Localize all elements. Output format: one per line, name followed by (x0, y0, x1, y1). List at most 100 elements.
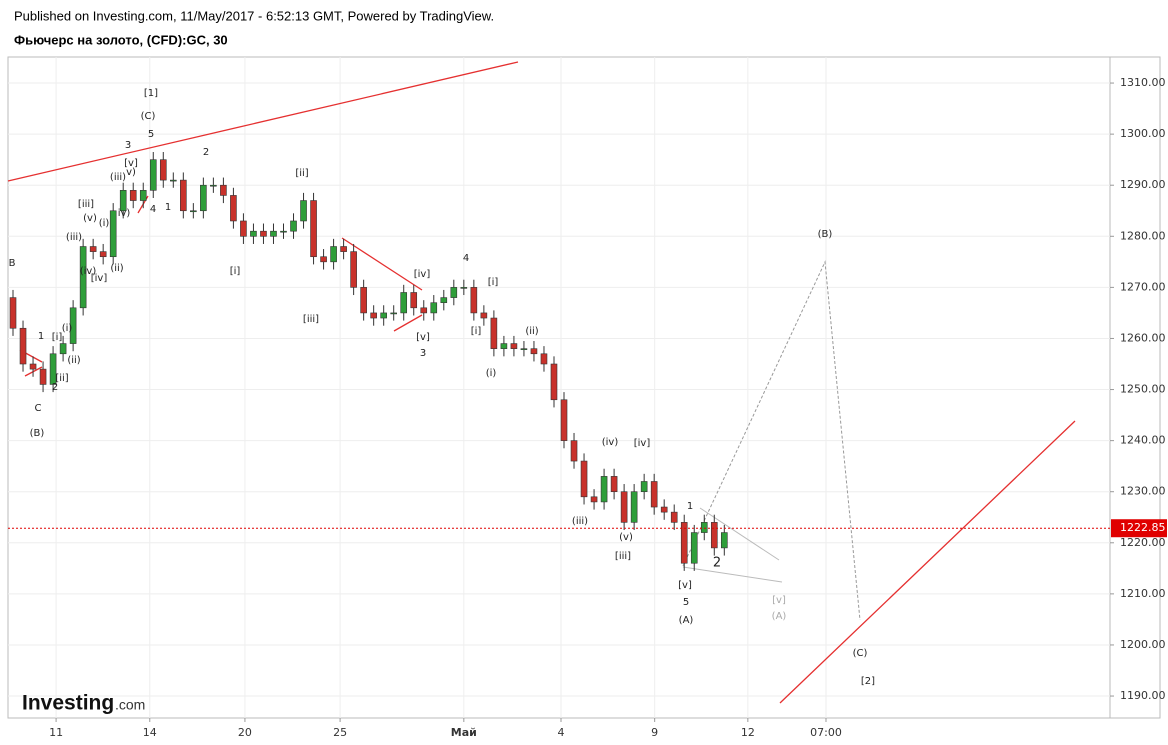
wave-label: [iv] (91, 273, 108, 284)
logo-suffix: .com (115, 697, 145, 713)
y-tick-label: 1280.00 (1120, 229, 1166, 242)
wave-label: [v] (416, 332, 430, 343)
candle-body (620, 491, 628, 523)
wave-labels: B1 [i](i)(ii)[ii]2C(B)[iii](v) (i)(iii)(iv… (9, 88, 876, 687)
projection-lines (682, 260, 861, 621)
wave-label: [i] (52, 332, 63, 343)
candle-body (49, 353, 57, 385)
wave-label: [iii] (303, 314, 319, 325)
candle-body (480, 312, 488, 319)
candle-body (270, 230, 277, 237)
chart-title: Фьючерс на золото, (CFD):GC, 30 (14, 32, 228, 47)
wave-label: 4 (150, 204, 156, 215)
x-tick-label: 07:00 (810, 726, 842, 739)
wave-label: 1 (165, 202, 171, 213)
wave-label: [i] (230, 266, 241, 277)
candle-body (200, 184, 207, 212)
wave-label: 4 (463, 253, 469, 264)
candle-body (550, 363, 558, 401)
wave-label: [iv] (634, 438, 651, 449)
candle-body (470, 287, 478, 314)
candle-body (600, 476, 608, 503)
x-tick-label: 14 (143, 726, 157, 739)
projection-path (682, 260, 861, 621)
trend-line (393, 314, 423, 332)
candle-body (159, 159, 167, 181)
candle-body (19, 327, 27, 365)
candle-body (490, 317, 498, 349)
last-price-label: 1222.85 (1120, 521, 1166, 534)
y-tick-label: 1200.00 (1120, 638, 1166, 651)
x-tick-label: 12 (741, 726, 755, 739)
y-tick-label: 1290.00 (1120, 178, 1166, 191)
candle-body (220, 184, 227, 196)
wave-label: (A) (679, 615, 694, 626)
candle-body (410, 292, 418, 309)
candle-body (210, 184, 217, 187)
wave-label: [iii] (615, 551, 631, 562)
x-tick-label: 25 (333, 726, 347, 739)
wave-label: [ii] (55, 373, 68, 384)
wave-label: (v) (619, 532, 633, 543)
y-tick-label: 1210.00 (1120, 587, 1166, 600)
candle-body (170, 179, 177, 182)
candle-body (340, 246, 347, 252)
candle-body (350, 251, 357, 288)
published-note: Published on Investing.com, 11/May/2017 … (14, 8, 494, 23)
wave-label: iv) (118, 208, 131, 219)
candle-body (460, 287, 468, 289)
y-tick-label: 1300.00 (1120, 127, 1166, 140)
candle-body (190, 210, 197, 213)
candle-body (9, 297, 17, 329)
wave-label: 2 (203, 147, 209, 158)
y-tick-label: 1230.00 (1120, 485, 1166, 498)
x-tick-label: 4 (558, 726, 565, 739)
candle-body (260, 230, 267, 237)
candle-body (520, 348, 528, 350)
wave-label: (i) (99, 218, 110, 229)
wave-label: (A) (772, 611, 787, 622)
wave-label: (iv) (602, 437, 619, 448)
chart-frame (7, 56, 1161, 719)
candle-body (680, 522, 688, 564)
candle-body (290, 220, 297, 232)
candle-body (400, 292, 408, 314)
candle-body (610, 476, 618, 493)
candle-body (109, 210, 117, 258)
wave-label: [ii] (295, 168, 308, 179)
logo-brand: Investing (22, 692, 114, 715)
wave-label: [iv] (414, 269, 431, 280)
logo: Investing .com (22, 692, 145, 715)
candle-body (580, 460, 588, 498)
candle-body (720, 532, 728, 549)
candle-body (330, 246, 337, 263)
candle-body (450, 287, 458, 298)
y-tick-label: 1220.00 (1120, 536, 1166, 549)
trend-line (341, 237, 423, 291)
candle-body (129, 190, 137, 201)
candle-body (640, 481, 648, 493)
candle-body (700, 522, 708, 533)
wave-label: B (9, 258, 16, 269)
candle-body (230, 195, 237, 222)
wave-label: (C) (853, 648, 868, 659)
wave-label: 5 (683, 597, 689, 608)
y-tick-label: 1240.00 (1120, 434, 1166, 447)
wave-label: [1] (144, 88, 158, 99)
candle-body (710, 522, 718, 549)
candle-body (99, 251, 107, 258)
x-tick-label: 20 (238, 726, 252, 739)
candle-body (530, 348, 538, 355)
candle-body (39, 368, 47, 385)
candle-body (180, 179, 187, 212)
wave-label: (i) (486, 368, 497, 379)
trend-line (7, 61, 519, 182)
trend-lines (7, 61, 1076, 704)
candle-body (630, 491, 638, 523)
x-tick-label: 9 (651, 726, 658, 739)
candle-body (280, 230, 287, 233)
wave-label: (i) (62, 323, 73, 334)
candle-body (360, 287, 367, 314)
wave-label: (C) (141, 111, 156, 122)
